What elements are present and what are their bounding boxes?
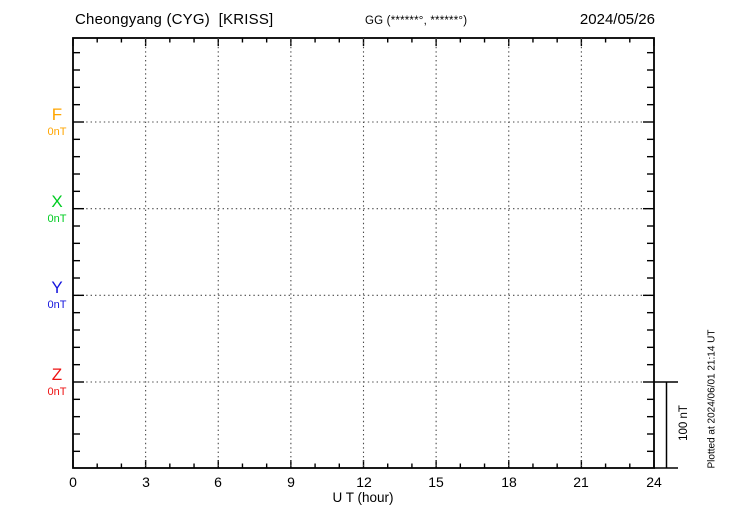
geo-coords-label: GG (******°, ******°) [365,15,468,27]
series-baseline-Z: 0nT [47,386,67,398]
plot-date: 2024/05/26 [579,11,655,28]
series-baseline-F: 0nT [47,126,67,138]
series-label-Z: Z 0nT [35,365,79,399]
x-tick-label-15: 15 [428,474,444,490]
series-label-Y: Y 0nT [35,278,79,312]
plotted-at-footnote: Plotted at 2024/06/01 21:14 UT [706,329,718,469]
series-label-F: F 0nT [35,105,79,139]
series-baseline-X: 0nT [47,213,67,225]
x-tick-label-3: 3 [142,474,150,490]
series-letter-Y: Y [51,278,63,297]
x-tick-label-0: 0 [69,474,77,490]
series-letter-F: F [51,105,63,124]
series-baseline-Y: 0nT [47,299,67,311]
scale-bar-label: 100 nT [678,405,690,441]
x-tick-label-9: 9 [287,474,295,490]
x-axis-title: U T (hour) [332,490,394,505]
x-tick-label-24: 24 [646,474,662,490]
series-letter-X: X [51,192,63,211]
x-tick-label-18: 18 [501,474,517,490]
x-tick-label-21: 21 [573,474,589,490]
x-tick-label-6: 6 [214,474,222,490]
series-label-X: X 0nT [35,192,79,226]
station-title: Cheongyang (CYG) [KRISS] [75,11,274,28]
series-letter-Z: Z [51,365,63,384]
x-axis-tick-labels: 0 3 6 9 12 15 18 21 24 [0,474,730,490]
x-tick-label-12: 12 [356,474,372,490]
